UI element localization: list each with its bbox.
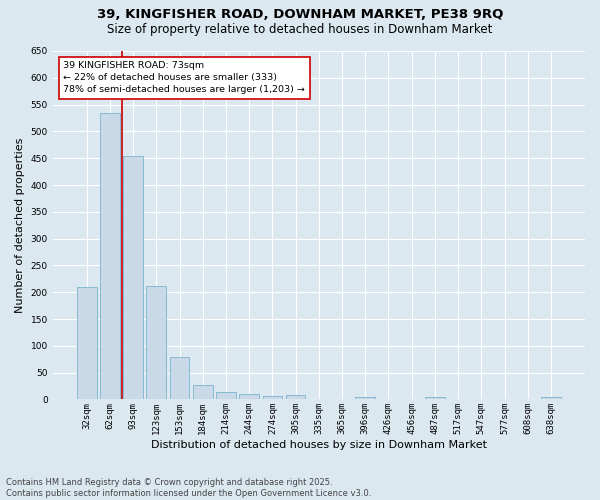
Bar [355, 396, 375, 400]
Bar [100, 112, 120, 400]
Bar [170, 356, 190, 400]
X-axis label: Distribution of detached houses by size in Downham Market: Distribution of detached houses by size … [151, 440, 487, 450]
Text: Contains HM Land Registry data © Crown copyright and database right 2025.
Contai: Contains HM Land Registry data © Crown c… [6, 478, 371, 498]
Y-axis label: Number of detached properties: Number of detached properties [15, 138, 25, 313]
Bar [146, 286, 166, 400]
Text: 39, KINGFISHER ROAD, DOWNHAM MARKET, PE38 9RQ: 39, KINGFISHER ROAD, DOWNHAM MARKET, PE3… [97, 8, 503, 20]
Bar [77, 288, 97, 400]
Bar [263, 396, 282, 400]
Bar [193, 386, 212, 400]
Text: Size of property relative to detached houses in Downham Market: Size of property relative to detached ho… [107, 22, 493, 36]
Text: 39 KINGFISHER ROAD: 73sqm
← 22% of detached houses are smaller (333)
78% of semi: 39 KINGFISHER ROAD: 73sqm ← 22% of detac… [64, 62, 305, 94]
Bar [286, 395, 305, 400]
Bar [541, 396, 561, 400]
Bar [239, 394, 259, 400]
Bar [425, 396, 445, 400]
Bar [216, 392, 236, 400]
Bar [123, 156, 143, 400]
